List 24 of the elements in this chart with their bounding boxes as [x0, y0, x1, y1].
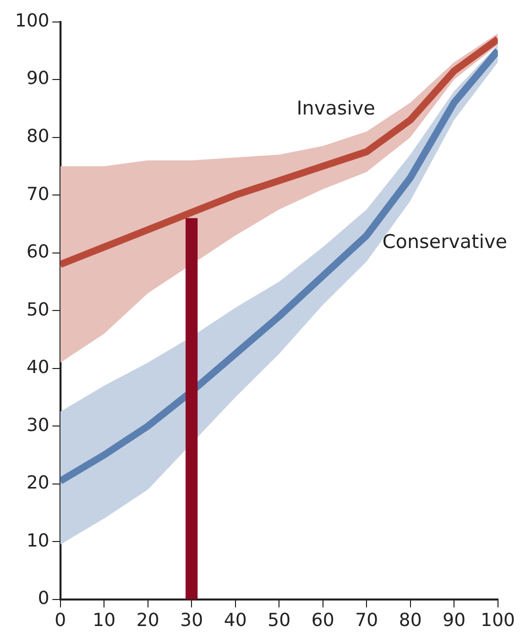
- y-tick-label: 40: [26, 357, 50, 378]
- x-tick-label: 50: [268, 610, 291, 631]
- y-tick-label: 100: [14, 10, 50, 32]
- y-tick-label: 80: [26, 126, 50, 147]
- x-tick-label: 60: [311, 610, 334, 631]
- x-tick-label: 40: [224, 610, 247, 631]
- series-label: Conservative: [382, 230, 508, 253]
- y-tick-label: 50: [26, 299, 50, 320]
- x-tick-label: 0: [54, 610, 66, 631]
- y-tick-label: 60: [26, 242, 50, 263]
- y-tick-label: 0: [38, 588, 50, 610]
- x-tick-label: 90: [442, 610, 466, 631]
- y-tick-label: 70: [26, 184, 50, 205]
- x-tick-label: 20: [136, 610, 160, 631]
- y-tick-label: 30: [26, 414, 50, 436]
- x-tick-label: 70: [355, 610, 378, 631]
- x-tick-label: 80: [398, 610, 422, 631]
- x-tick-label: 10: [92, 610, 116, 631]
- x-tick-label: 100: [480, 610, 515, 631]
- x-tick-label: 30: [180, 610, 204, 631]
- y-tick-label: 20: [26, 472, 50, 494]
- series-label: Invasive: [296, 97, 376, 120]
- y-tick-label: 90: [26, 68, 50, 90]
- y-tick-label: 10: [26, 530, 50, 552]
